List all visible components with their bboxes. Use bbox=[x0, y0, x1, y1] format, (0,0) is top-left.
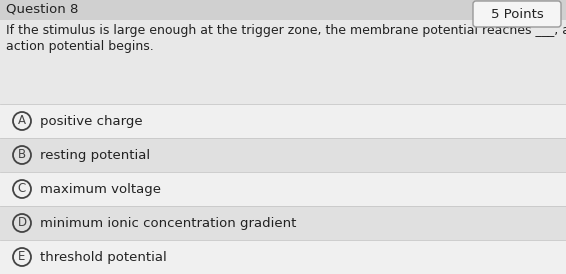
Text: action potential begins.: action potential begins. bbox=[6, 40, 154, 53]
Text: resting potential: resting potential bbox=[40, 149, 150, 161]
Text: threshold potential: threshold potential bbox=[40, 250, 167, 264]
Text: B: B bbox=[18, 149, 26, 161]
Text: 5 Points: 5 Points bbox=[491, 7, 543, 21]
Text: Question 8: Question 8 bbox=[6, 2, 78, 15]
Text: minimum ionic concentration gradient: minimum ionic concentration gradient bbox=[40, 216, 297, 230]
FancyBboxPatch shape bbox=[0, 172, 566, 206]
FancyBboxPatch shape bbox=[0, 138, 566, 172]
Text: C: C bbox=[18, 182, 26, 196]
Text: D: D bbox=[18, 216, 27, 230]
Text: positive charge: positive charge bbox=[40, 115, 143, 127]
FancyBboxPatch shape bbox=[0, 0, 566, 20]
FancyBboxPatch shape bbox=[473, 1, 561, 27]
FancyBboxPatch shape bbox=[0, 206, 566, 240]
FancyBboxPatch shape bbox=[0, 104, 566, 138]
Text: If the stimulus is large enough at the trigger zone, the membrane potential reac: If the stimulus is large enough at the t… bbox=[6, 24, 566, 37]
FancyBboxPatch shape bbox=[0, 240, 566, 274]
Text: maximum voltage: maximum voltage bbox=[40, 182, 161, 196]
Text: E: E bbox=[18, 250, 25, 264]
Text: A: A bbox=[18, 115, 26, 127]
